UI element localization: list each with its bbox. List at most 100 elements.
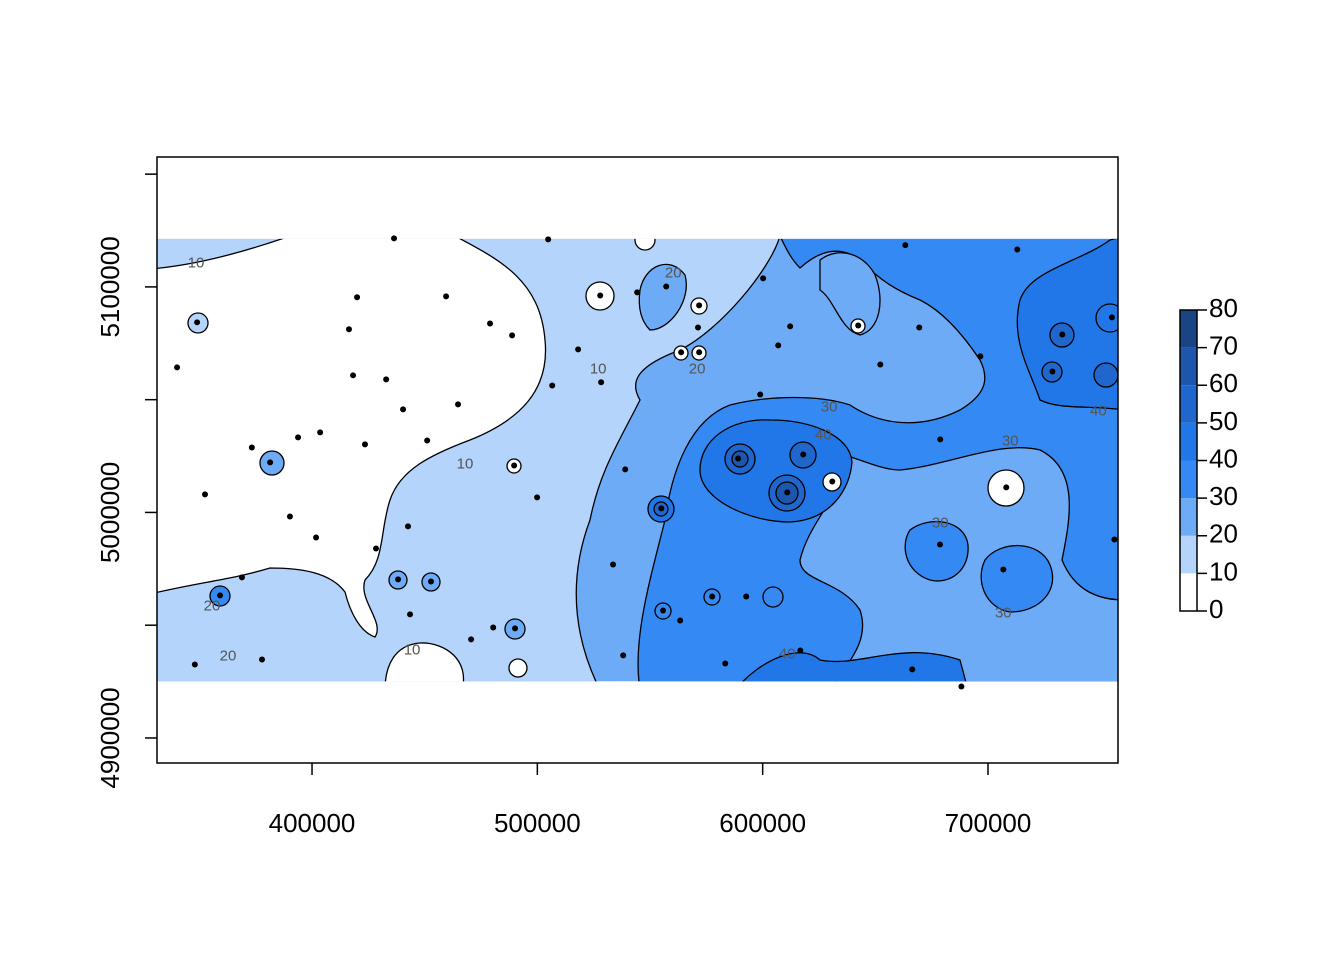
- sample-point: [455, 401, 462, 408]
- sample-point: [174, 364, 181, 371]
- sample-point: [916, 324, 923, 331]
- sample-point: [259, 656, 266, 663]
- sample-point: [512, 625, 519, 632]
- key-tick-label: 20: [1209, 519, 1238, 549]
- sample-point: [345, 326, 352, 333]
- sample-point: [678, 349, 685, 356]
- contour-label: 30: [995, 604, 1012, 621]
- sample-point: [829, 478, 836, 485]
- sample-point: [511, 462, 518, 469]
- x-tick-label: 700000: [945, 808, 1032, 838]
- contour-label: 20: [689, 360, 706, 377]
- contour-ring: [634, 238, 656, 251]
- sample-point: [424, 437, 431, 444]
- sample-point: [490, 624, 497, 631]
- sample-point: [1000, 566, 1007, 573]
- sample-point: [958, 683, 965, 690]
- contour-label: 40: [779, 645, 796, 662]
- key-band: [1180, 460, 1197, 499]
- sample-point: [191, 661, 198, 668]
- sample-point: [909, 666, 916, 673]
- sample-point: [238, 574, 245, 581]
- sample-point: [743, 593, 750, 600]
- sample-point: [509, 332, 516, 339]
- sample-point: [1014, 246, 1021, 253]
- contour-ring: [1095, 303, 1118, 333]
- contour-label: 30: [1002, 432, 1019, 449]
- key-band: [1180, 535, 1197, 574]
- contour-region: [980, 544, 1054, 613]
- contour-region: [157, 238, 547, 638]
- sample-point: [610, 561, 617, 568]
- sample-point: [658, 505, 665, 512]
- sample-point: [1003, 484, 1010, 491]
- contour-label: 10: [404, 641, 421, 658]
- sample-point: [201, 491, 208, 498]
- contour-region: [384, 642, 465, 682]
- contour-region: [904, 520, 969, 582]
- sample-point: [317, 429, 324, 436]
- key-tick-label: 0: [1209, 594, 1223, 624]
- key-tick-label: 60: [1209, 368, 1238, 398]
- sample-point: [800, 451, 807, 458]
- sample-point: [286, 513, 293, 520]
- sample-point: [677, 617, 684, 624]
- sample-point: [361, 441, 368, 448]
- sample-point: [468, 636, 475, 643]
- sample-point: [217, 592, 224, 599]
- sample-point: [902, 242, 909, 249]
- sample-point: [709, 593, 716, 600]
- key-tick-label: 40: [1209, 443, 1238, 473]
- contour-label: 20: [665, 264, 682, 281]
- plot-frame: [156, 156, 1119, 764]
- sample-point: [549, 382, 556, 389]
- sample-point: [787, 323, 794, 330]
- sample-point: [194, 319, 201, 326]
- y-tick-label: 5000000: [95, 462, 125, 563]
- contour-region: [638, 263, 687, 331]
- sample-point: [295, 434, 302, 441]
- sample-point: [784, 489, 791, 496]
- sample-point: [1111, 536, 1118, 543]
- sample-point: [395, 576, 402, 583]
- x-tick-label: 400000: [269, 808, 356, 838]
- sample-point: [405, 523, 412, 530]
- sample-point: [383, 376, 390, 383]
- contour-label: 10: [457, 455, 474, 472]
- sample-point: [545, 236, 552, 243]
- sample-point: [443, 293, 450, 300]
- contour-fill: 10 10 10 10 20 20 20 20 30 30 30 30 40 40 40: [157, 238, 1118, 682]
- y-tick-label: 5100000: [95, 236, 125, 337]
- sample-point: [877, 361, 884, 368]
- key-band: [1180, 573, 1197, 611]
- sample-point: [354, 294, 361, 301]
- sample-point: [694, 324, 701, 331]
- key-tick-label: 10: [1209, 556, 1238, 586]
- sample-point: [373, 545, 380, 552]
- key-band: [1180, 347, 1197, 386]
- sample-point: [1059, 331, 1066, 338]
- sample-point: [407, 611, 414, 618]
- sample-point: [598, 379, 605, 386]
- sample-point: [427, 578, 434, 585]
- sample-point: [248, 444, 255, 451]
- sample-point: [696, 349, 703, 356]
- key-band: [1180, 385, 1197, 423]
- sample-point: [1049, 368, 1056, 375]
- key-tick-label: 70: [1209, 331, 1238, 361]
- sample-point: [1108, 314, 1115, 321]
- sample-point: [597, 292, 604, 299]
- x-tick-label: 500000: [494, 808, 581, 838]
- contour-ring: [762, 586, 784, 608]
- sample-point: [620, 652, 627, 659]
- sample-point: [575, 346, 582, 353]
- sample-point: [622, 466, 629, 473]
- sample-point: [937, 436, 944, 443]
- sample-point: [350, 372, 357, 379]
- contour-label: 40: [1090, 402, 1107, 419]
- sample-point: [977, 353, 984, 360]
- contour-region: [819, 252, 881, 336]
- sample-point: [400, 406, 407, 413]
- x-tick-label: 600000: [719, 808, 806, 838]
